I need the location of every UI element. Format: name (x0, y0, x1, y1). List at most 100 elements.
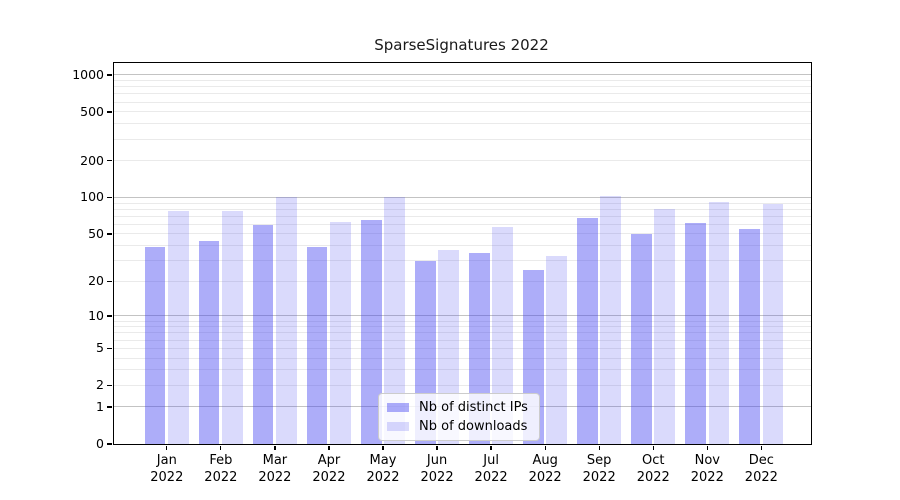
y-axis-tick-label: 200 (80, 152, 104, 168)
y-axis-tick (107, 384, 113, 386)
y-axis-tick (107, 280, 113, 283)
minor-gridline (114, 347, 811, 349)
legend-item-distinct-ips: Nb of distinct IPs (387, 399, 528, 416)
minor-gridline (114, 86, 811, 88)
major-gridline (114, 315, 811, 317)
x-axis-tick-label: Nov 2022 (690, 453, 724, 485)
bar-dec-downloads (762, 203, 784, 444)
x-axis-tick-label: Jun 2022 (420, 453, 454, 485)
y-axis-tick-label: 20 (88, 273, 104, 289)
minor-gridline (114, 138, 811, 140)
minor-gridline (114, 326, 811, 328)
minor-gridline (114, 245, 811, 247)
minor-gridline (114, 208, 811, 210)
y-axis-tick-label: 50 (88, 225, 104, 241)
bar-jul-downloads (492, 227, 513, 444)
y-axis-tick (107, 406, 113, 408)
x-axis-tick (490, 445, 492, 450)
minor-gridline (114, 202, 811, 204)
x-axis-tick (598, 445, 600, 450)
legend: Nb of distinct IPs Nb of downloads (378, 393, 540, 441)
y-axis-tick (107, 233, 113, 235)
bar-mar-distinct-ips (252, 225, 274, 444)
bar-apr-distinct-ips (306, 246, 328, 444)
bar-jan-downloads (168, 210, 189, 444)
x-axis-tick (436, 445, 438, 450)
bar-may-distinct-ips (361, 220, 382, 444)
minor-gridline (114, 369, 811, 371)
minor-gridline (114, 160, 811, 162)
bar-oct-downloads (654, 208, 675, 444)
bar-mar-downloads (276, 196, 297, 444)
y-axis-tick-label: 0 (96, 436, 104, 451)
x-axis-tick-label: Jan 2022 (150, 453, 184, 485)
chart-title: SparseSignatures 2022 (374, 36, 549, 54)
legend-swatch-downloads (387, 421, 409, 432)
y-axis-tick (107, 315, 113, 317)
legend-label-distinct-ips: Nb of distinct IPs (419, 400, 528, 415)
y-axis-tick (107, 160, 113, 162)
x-axis-tick (220, 445, 222, 450)
x-axis-tick-label: Jul 2022 (474, 453, 508, 485)
x-axis-tick (652, 445, 654, 450)
y-axis-tick-label: 5 (96, 340, 104, 356)
x-axis-tick-label: Mar 2022 (258, 453, 292, 485)
minor-gridline (114, 339, 811, 341)
y-axis-tick-label: 100 (80, 189, 104, 205)
minor-gridline (114, 384, 811, 386)
x-axis-tick (166, 445, 168, 450)
x-axis-tick-label: Feb 2022 (204, 453, 238, 485)
minor-gridline (114, 215, 811, 217)
y-axis-tick (107, 196, 113, 199)
x-axis-tick-label: Apr 2022 (312, 453, 346, 485)
y-axis-tick-label: 10 (88, 307, 104, 323)
bar-oct-distinct-ips (631, 233, 652, 444)
minor-gridline (114, 233, 811, 235)
x-axis-tick (760, 445, 762, 450)
y-axis-tick-label: 2 (96, 377, 104, 393)
bar-nov-distinct-ips (685, 222, 706, 444)
y-axis-tick (107, 74, 113, 76)
minor-gridline (114, 280, 811, 282)
minor-gridline (114, 93, 811, 95)
x-axis-tick (274, 445, 276, 450)
x-axis-tick (706, 445, 708, 450)
bar-may-downloads (384, 196, 405, 444)
bar-aug-downloads (546, 255, 567, 444)
y-axis-tick-label: 500 (80, 103, 104, 119)
bar-sep-distinct-ips (577, 217, 598, 444)
bar-feb-distinct-ips (198, 240, 220, 444)
x-axis-tick (382, 445, 384, 450)
bar-dec-distinct-ips (739, 228, 760, 444)
minor-gridline (114, 260, 811, 262)
plot-area: 0 1 2 5 10 20 50 100 200 500 1000 Jan 2022 Feb 2022 M… (72, 62, 812, 485)
x-axis-tick (328, 445, 330, 450)
minor-gridline (114, 223, 811, 225)
x-axis-tick (544, 445, 546, 450)
major-gridline (114, 196, 811, 198)
legend-label-downloads: Nb of downloads (419, 419, 528, 434)
x-axis-tick-label: May 2022 (366, 453, 400, 485)
minor-gridline (114, 357, 811, 359)
bar-feb-downloads (222, 210, 243, 444)
legend-swatch-distinct-ips (387, 402, 409, 413)
x-axis-tick-label: Sep 2022 (582, 453, 616, 485)
x-axis-tick-label: Dec 2022 (744, 453, 778, 485)
minor-gridline (114, 111, 811, 113)
bar-sep-downloads (600, 196, 621, 444)
y-axis-tick-label: 1000 (72, 66, 104, 82)
x-axis-tick-label: Oct 2022 (636, 453, 670, 485)
minor-gridline (114, 80, 811, 82)
x-axis-tick-label: Aug 2022 (528, 453, 562, 485)
y-axis-tick (107, 443, 113, 445)
minor-gridline (114, 123, 811, 125)
major-gridline (114, 74, 811, 76)
bar-nov-downloads (708, 202, 729, 444)
legend-item-downloads: Nb of downloads (387, 418, 528, 435)
bar-apr-downloads (330, 221, 351, 444)
y-axis-tick (107, 347, 113, 349)
bar-jan-distinct-ips (144, 246, 166, 444)
minor-gridline (114, 101, 811, 103)
minor-gridline (114, 320, 811, 322)
